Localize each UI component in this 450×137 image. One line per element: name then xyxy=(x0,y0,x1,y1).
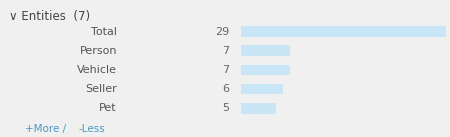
FancyBboxPatch shape xyxy=(241,84,283,94)
Text: 7: 7 xyxy=(222,46,230,56)
Text: Seller: Seller xyxy=(85,84,117,94)
Text: Person: Person xyxy=(80,46,117,56)
FancyBboxPatch shape xyxy=(241,65,290,75)
Text: ∨ Entities  (7): ∨ Entities (7) xyxy=(9,10,90,23)
Text: Pet: Pet xyxy=(99,103,117,113)
FancyBboxPatch shape xyxy=(241,103,276,113)
FancyBboxPatch shape xyxy=(241,26,446,37)
Text: -Less: -Less xyxy=(79,124,105,134)
Text: Total: Total xyxy=(91,27,117,36)
Text: +More /: +More / xyxy=(25,124,69,134)
Text: 29: 29 xyxy=(215,27,230,36)
FancyBboxPatch shape xyxy=(241,45,290,56)
Text: 5: 5 xyxy=(222,103,230,113)
Text: 7: 7 xyxy=(222,65,230,75)
Text: 6: 6 xyxy=(222,84,230,94)
Text: Vehicle: Vehicle xyxy=(77,65,117,75)
